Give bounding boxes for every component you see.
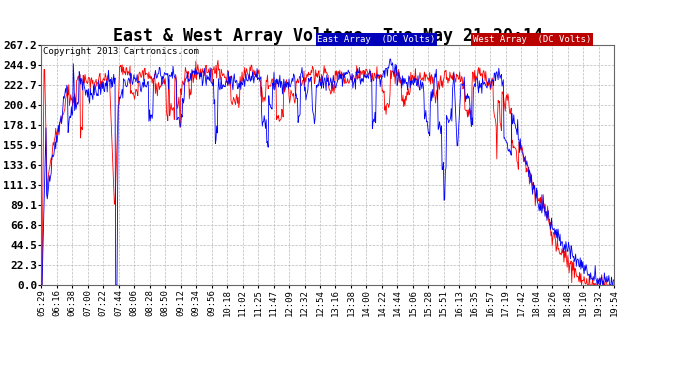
Text: West Array  (DC Volts): West Array (DC Volts) bbox=[473, 35, 591, 44]
Text: East Array  (DC Volts): East Array (DC Volts) bbox=[317, 35, 435, 44]
Text: Copyright 2013 Cartronics.com: Copyright 2013 Cartronics.com bbox=[43, 47, 199, 56]
Title: East & West Array Voltage  Tue May 21 20:14: East & West Array Voltage Tue May 21 20:… bbox=[112, 27, 543, 45]
